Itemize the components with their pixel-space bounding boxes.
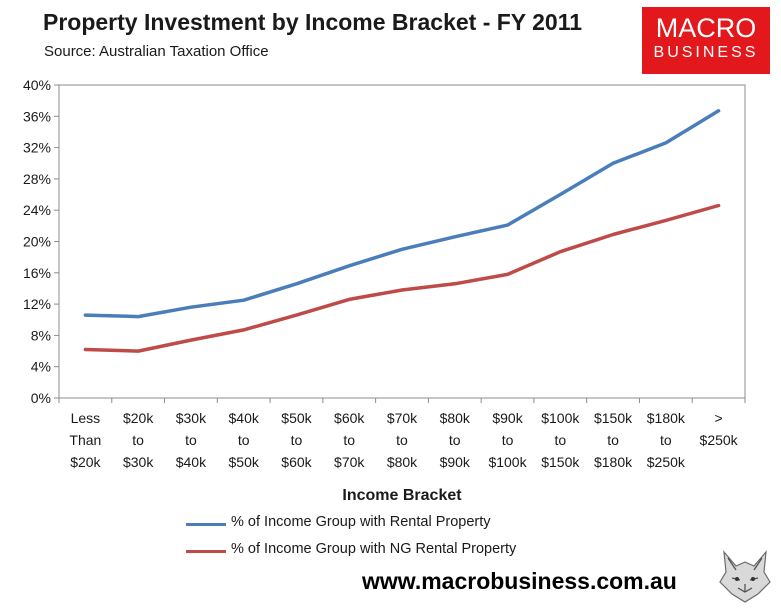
x-axis-title: Income Bracket <box>342 487 462 504</box>
logo-line-2: BUSINESS <box>653 44 759 61</box>
x-tick-label: $70k to $80k <box>387 410 418 470</box>
y-tick-label: 4% <box>31 359 51 375</box>
y-tick-label: 16% <box>23 265 51 281</box>
website-url: www.macrobusiness.com.au <box>362 568 677 594</box>
chart-title: Property Investment by Income Bracket - … <box>43 9 583 35</box>
x-tick-label: > $250k <box>700 410 739 448</box>
series-line-ng-rental <box>83 203 721 353</box>
x-tick-label: $150k to $180k <box>594 410 633 470</box>
x-tick-label: Less Than $20k <box>69 410 101 470</box>
chart-subtitle: Source: Australian Taxation Office <box>44 43 269 60</box>
y-tick-label: 12% <box>23 296 51 312</box>
y-tick-label: 0% <box>31 390 51 406</box>
x-tick-label: $100k to $150k <box>541 410 580 470</box>
y-tick-label: 24% <box>23 202 51 218</box>
series-lines <box>83 109 721 353</box>
x-tick-label: $30k to $40k <box>176 410 207 470</box>
x-tick-label: $180k to $250k <box>647 410 686 470</box>
legend-label-rental: % of Income Group with Rental Property <box>231 514 491 530</box>
y-tick-label: 36% <box>23 108 51 124</box>
x-tick-label: $90k to $100k <box>488 410 527 470</box>
y-axis: 0% 4% 8% 12% 16% 20% 24% 28% 32% 36% 40% <box>23 77 59 406</box>
y-tick-label: 32% <box>23 140 51 156</box>
x-axis: Less Than $20k $20k to $30k $30k to $40k $40k to $5… <box>58 398 746 470</box>
x-tick-label: $50k to $60k <box>281 410 312 470</box>
x-tick-label: $40k to $50k <box>229 410 260 470</box>
legend-swatch-ng-rental <box>186 550 226 553</box>
x-tick-label: $80k to $90k <box>440 410 471 470</box>
plot-area <box>58 84 746 399</box>
wolf-icon <box>716 548 774 604</box>
y-tick-label: 40% <box>23 77 51 93</box>
x-tick-label: $60k to $70k <box>334 410 365 470</box>
legend-swatch-rental <box>186 523 226 526</box>
logo-line-1: MACRO <box>655 13 757 43</box>
x-tick-label: $20k to $30k <box>123 410 154 470</box>
series-line-rental <box>83 109 721 319</box>
legend-label-ng-rental: % of Income Group with NG Rental Propert… <box>231 541 517 557</box>
y-tick-label: 28% <box>23 171 51 187</box>
macrobusiness-logo: MACRO BUSINESS <box>642 7 770 74</box>
y-tick-label: 20% <box>23 234 51 250</box>
y-tick-label: 8% <box>31 327 51 343</box>
